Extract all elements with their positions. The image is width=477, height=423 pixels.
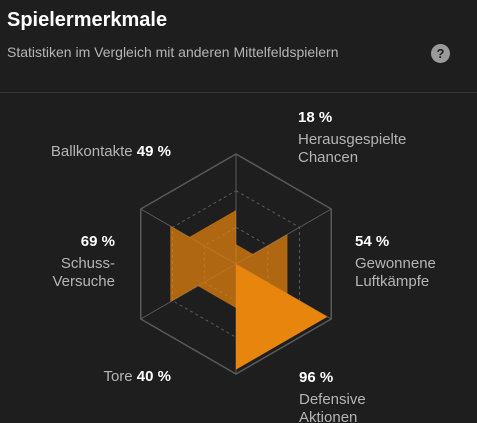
radar-sector	[170, 226, 236, 302]
title: Spielermerkmale	[7, 9, 168, 31]
category-name: Schuss-Versuche	[52, 255, 115, 290]
radar-sector	[236, 234, 288, 294]
category-name: Defensive Aktionen	[299, 391, 366, 423]
value-label: 69 %	[80, 233, 115, 250]
radar-sector	[236, 244, 254, 264]
axis-label: 96 % Defensive Aktionen	[299, 369, 469, 423]
value-label: 40 %	[136, 368, 171, 385]
value-label: 96 %	[299, 369, 334, 386]
radar-sector	[189, 210, 236, 264]
category-name: Ballkontakte	[50, 143, 133, 160]
value-label: 54 %	[355, 233, 390, 250]
axis-label: 54 % Gewonnene Luftkämpfe	[355, 233, 475, 291]
separator	[0, 92, 477, 93]
category-name: Herausgespielte Chancen	[298, 131, 407, 166]
axis-label: 18 % Herausgespielte Chancen	[298, 109, 438, 167]
axis-label: Tore 40 %	[0, 368, 171, 386]
category-name: Gewonnene Luftkämpfe	[355, 255, 436, 290]
axis-label: 69 % Schuss-Versuche	[0, 233, 115, 291]
value-label: 49 %	[136, 143, 171, 160]
radar-sector	[197, 264, 236, 308]
subtitle: Statistiken im Vergleich mit anderen Mit…	[7, 44, 339, 60]
axis-label: Ballkontakte 49 %	[0, 143, 171, 161]
help-icon[interactable]: ?	[431, 44, 450, 63]
radar-sector	[236, 264, 328, 370]
category-name: Tore	[103, 368, 133, 385]
value-label: 18 %	[298, 109, 333, 126]
